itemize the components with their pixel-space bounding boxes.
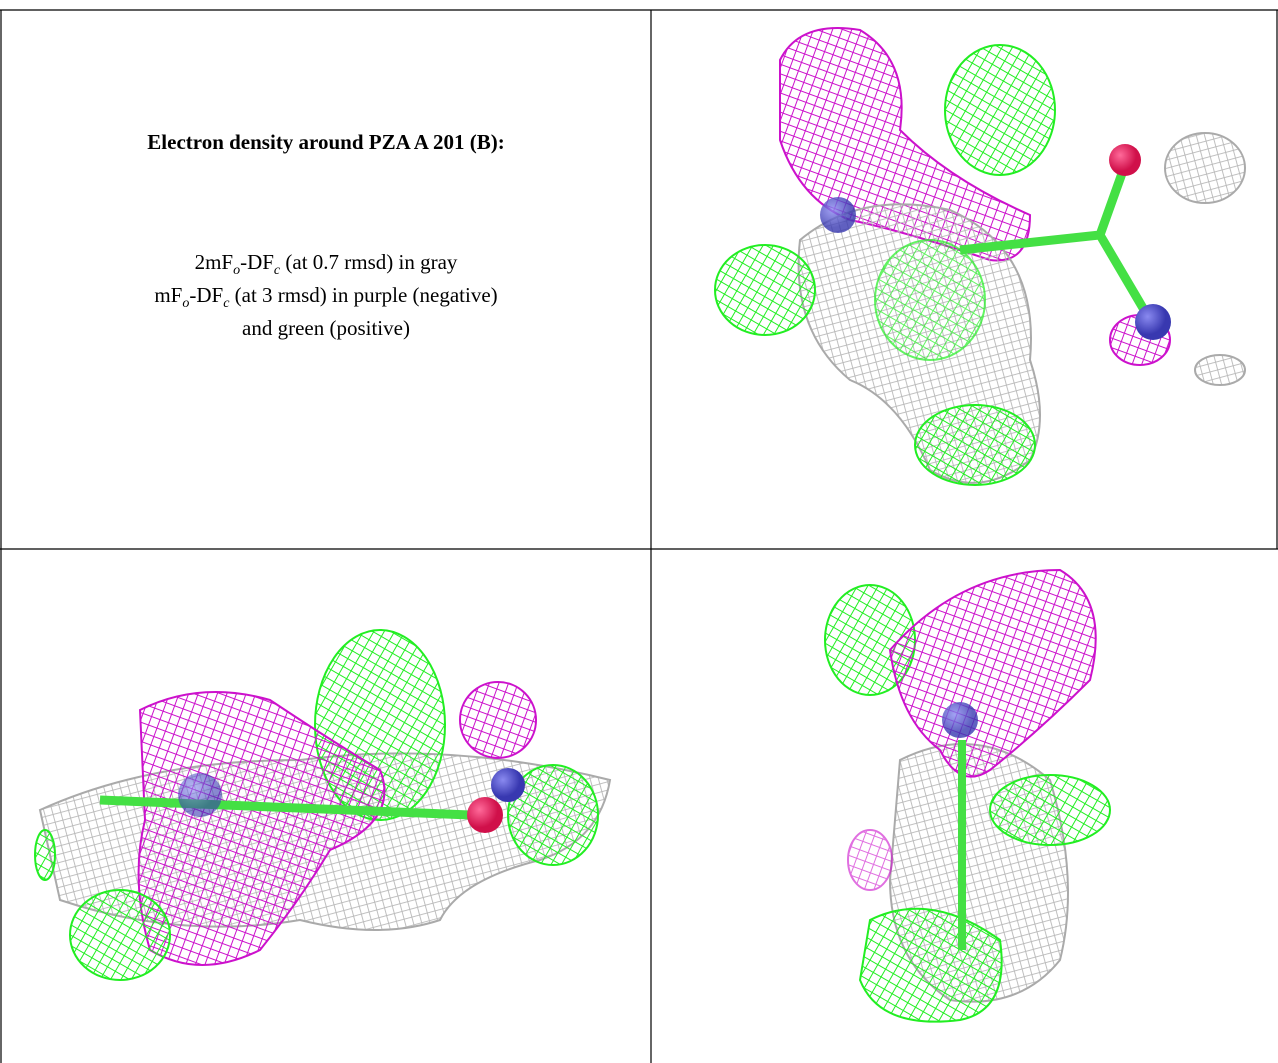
text: mF [154, 283, 183, 307]
density-view-3 [824, 568, 1111, 1023]
subscript: c [223, 296, 230, 312]
density-view-2 [34, 629, 612, 981]
density-view-1 [714, 27, 1246, 486]
text: and green (positive) [242, 316, 410, 340]
subscript: o [233, 263, 241, 279]
caption-line: and green (positive) [2, 316, 650, 341]
text: -DF [240, 250, 274, 274]
table-grid [0, 9, 1278, 1063]
text: (at 3 rmsd) in purple (negative) [229, 283, 498, 307]
text: (at 0.7 rmsd) in gray [280, 250, 458, 274]
subscript: c [273, 263, 281, 279]
caption-title: Electron density around PZA A 201 (B): [147, 130, 505, 154]
text: -DF [189, 283, 224, 307]
subscript: o [182, 296, 190, 312]
caption-line: mFo-DFc (at 3 rmsd) in purple (negative) [2, 283, 650, 312]
text: 2mF [194, 250, 234, 274]
caption-line: 2mFo-DFc (at 0.7 rmsd) in gray [2, 250, 650, 279]
